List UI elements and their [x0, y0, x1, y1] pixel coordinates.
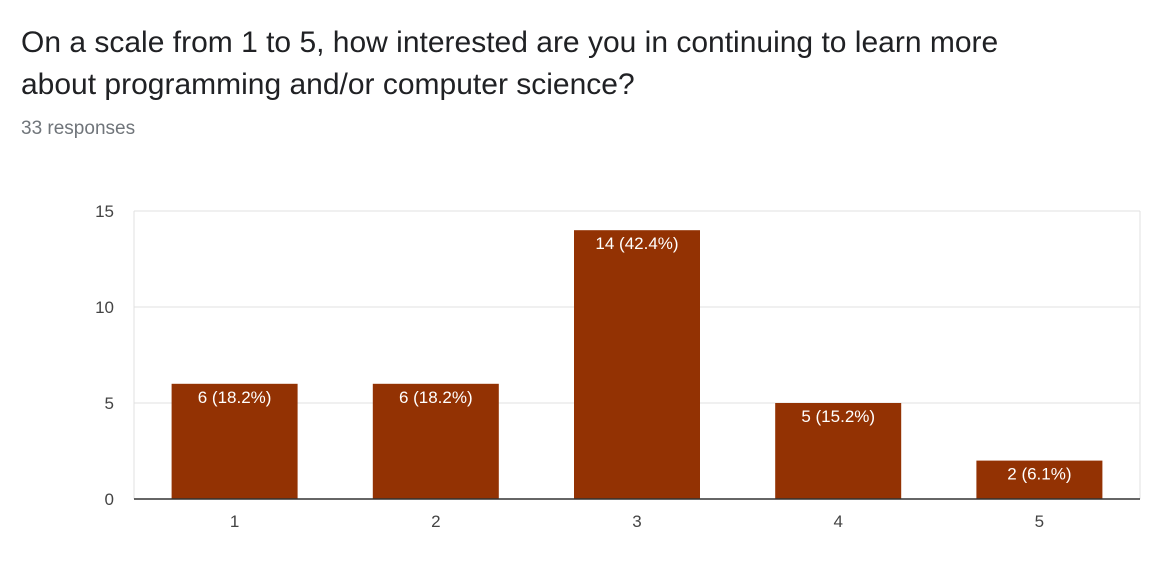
- bar-data-label: 6 (18.2%): [198, 388, 272, 407]
- data-labels: 6 (18.2%) 6 (18.2%) 14 (42.4%) 5 (15.2%) 2 (…: [198, 234, 1072, 483]
- y-tick-label: 0: [105, 490, 114, 509]
- bar[interactable]: [574, 230, 700, 499]
- bar[interactable]: [775, 403, 902, 499]
- x-tick-label: 3: [632, 512, 641, 531]
- x-tick-label: 1: [230, 512, 239, 531]
- bar[interactable]: [976, 460, 1103, 499]
- bar[interactable]: [372, 383, 499, 499]
- bars: [171, 230, 1103, 499]
- y-tick-label: 10: [95, 298, 114, 317]
- bar-data-label: 14 (42.4%): [595, 234, 678, 253]
- y-tick-label: 15: [95, 202, 114, 221]
- bar[interactable]: [171, 383, 298, 499]
- x-tick-label: 5: [1035, 512, 1044, 531]
- bar-data-label: 6 (18.2%): [399, 388, 473, 407]
- question-title: On a scale from 1 to 5, how interested a…: [21, 26, 999, 101]
- x-tick-label: 4: [833, 512, 842, 531]
- axes: 0 5 10 15 1 2 3 4 5: [95, 202, 1140, 531]
- bar-data-label: 5 (15.2%): [801, 407, 875, 426]
- x-tick-label: 2: [431, 512, 440, 531]
- response-count: 33 responses: [21, 118, 136, 139]
- y-tick-label: 5: [105, 394, 114, 413]
- bar-data-label: 2 (6.1%): [1007, 465, 1071, 484]
